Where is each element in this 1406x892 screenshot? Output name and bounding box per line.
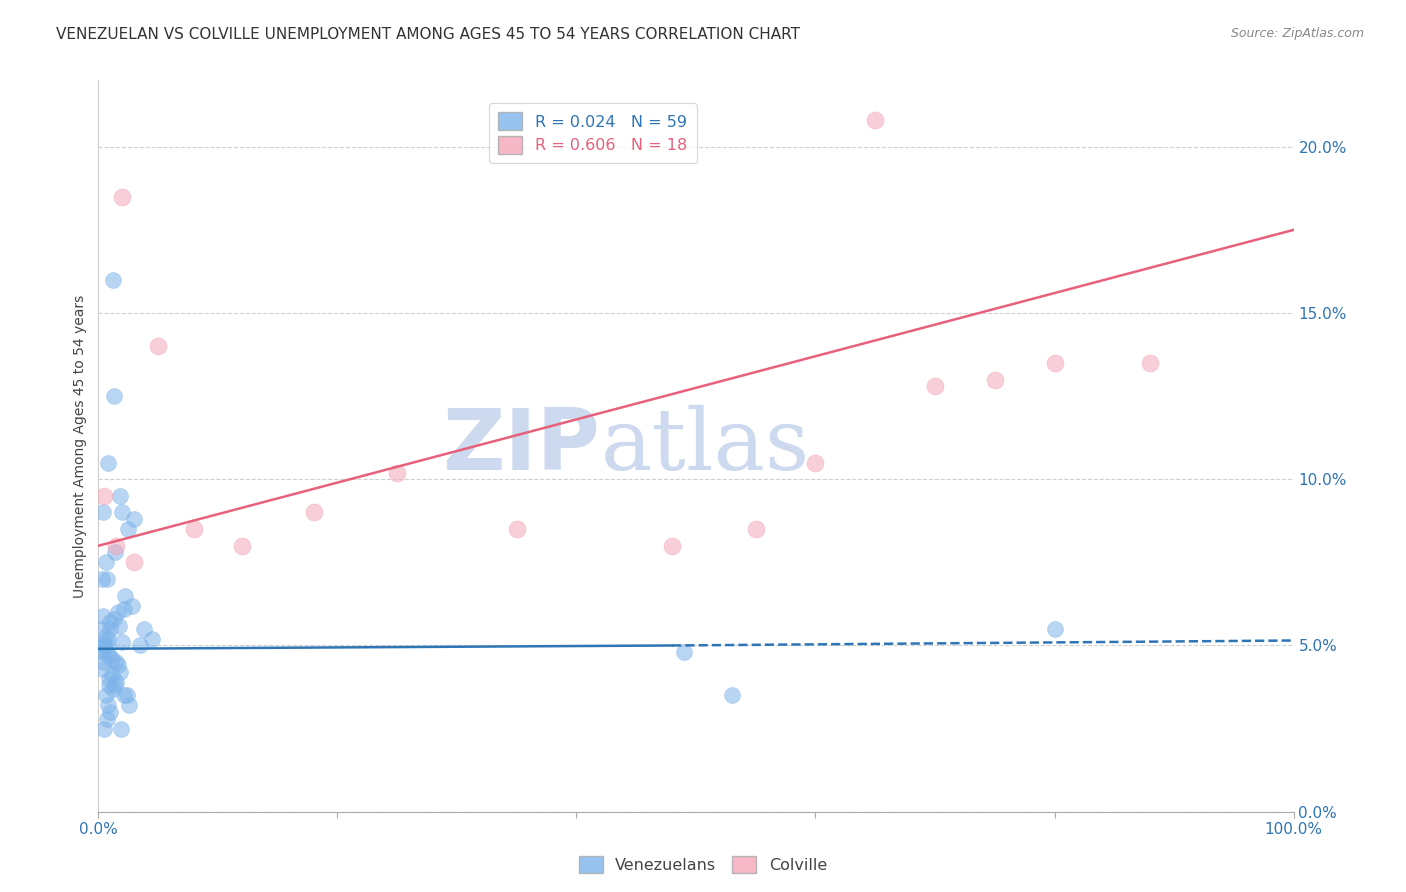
- Point: [103, 612, 125, 626]
- Point: [141, 632, 163, 646]
- Point: [97, 632, 120, 646]
- Point: [96, 712, 118, 726]
- Point: [111, 506, 134, 520]
- Point: [132, 622, 155, 636]
- Point: [124, 555, 146, 569]
- Point: [111, 189, 134, 203]
- Point: [112, 602, 135, 616]
- Point: [93, 655, 115, 669]
- Point: [117, 522, 139, 536]
- Point: [96, 639, 118, 653]
- Point: [91, 622, 114, 636]
- Point: [673, 645, 696, 659]
- Point: [385, 466, 409, 480]
- Point: [108, 489, 131, 503]
- Legend: R = 0.024   N = 59, R = 0.606   N = 18: R = 0.024 N = 59, R = 0.606 N = 18: [489, 103, 697, 163]
- Point: [105, 655, 128, 669]
- Point: [148, 339, 170, 353]
- Text: ZIP: ZIP: [443, 404, 600, 488]
- Point: [112, 689, 135, 703]
- Point: [104, 678, 127, 692]
- Legend: Venezuelans, Colville: Venezuelans, Colville: [572, 849, 834, 880]
- Point: [110, 722, 132, 736]
- Point: [1043, 356, 1066, 370]
- Text: Source: ZipAtlas.com: Source: ZipAtlas.com: [1230, 27, 1364, 40]
- Point: [91, 572, 114, 586]
- Point: [129, 639, 152, 653]
- Point: [302, 506, 325, 520]
- Point: [118, 698, 141, 713]
- Point: [100, 652, 122, 666]
- Point: [1139, 356, 1161, 370]
- Point: [506, 522, 529, 536]
- Point: [1043, 622, 1066, 636]
- Point: [91, 608, 114, 623]
- Point: [101, 681, 124, 696]
- Point: [924, 379, 946, 393]
- Point: [94, 628, 117, 642]
- Point: [865, 113, 887, 128]
- Point: [111, 635, 134, 649]
- Point: [98, 622, 122, 636]
- Y-axis label: Unemployment Among Ages 45 to 54 years: Unemployment Among Ages 45 to 54 years: [73, 294, 87, 598]
- Point: [745, 522, 768, 536]
- Point: [94, 689, 117, 703]
- Point: [90, 639, 112, 653]
- Point: [98, 615, 122, 630]
- Point: [107, 658, 129, 673]
- Point: [101, 273, 124, 287]
- Point: [661, 539, 683, 553]
- Point: [105, 675, 128, 690]
- Point: [94, 645, 117, 659]
- Point: [114, 589, 136, 603]
- Point: [93, 489, 115, 503]
- Point: [721, 689, 744, 703]
- Point: [93, 639, 115, 653]
- Point: [183, 522, 205, 536]
- Point: [100, 668, 122, 682]
- Point: [93, 639, 115, 653]
- Point: [124, 512, 146, 526]
- Point: [91, 662, 114, 676]
- Point: [91, 506, 114, 520]
- Text: atlas: atlas: [600, 404, 810, 488]
- Point: [98, 705, 122, 719]
- Point: [107, 605, 129, 619]
- Point: [93, 722, 115, 736]
- Point: [98, 672, 121, 686]
- Point: [98, 678, 121, 692]
- Point: [94, 555, 117, 569]
- Point: [107, 618, 129, 632]
- Text: VENEZUELAN VS COLVILLE UNEMPLOYMENT AMONG AGES 45 TO 54 YEARS CORRELATION CHART: VENEZUELAN VS COLVILLE UNEMPLOYMENT AMON…: [56, 27, 800, 42]
- Point: [231, 539, 253, 553]
- Point: [804, 456, 827, 470]
- Point: [97, 456, 120, 470]
- Point: [115, 689, 138, 703]
- Point: [97, 698, 120, 713]
- Point: [103, 389, 125, 403]
- Point: [91, 645, 114, 659]
- Point: [121, 599, 143, 613]
- Point: [984, 372, 1007, 386]
- Point: [104, 545, 127, 559]
- Point: [96, 572, 118, 586]
- Point: [108, 665, 131, 679]
- Point: [105, 539, 128, 553]
- Point: [98, 648, 121, 663]
